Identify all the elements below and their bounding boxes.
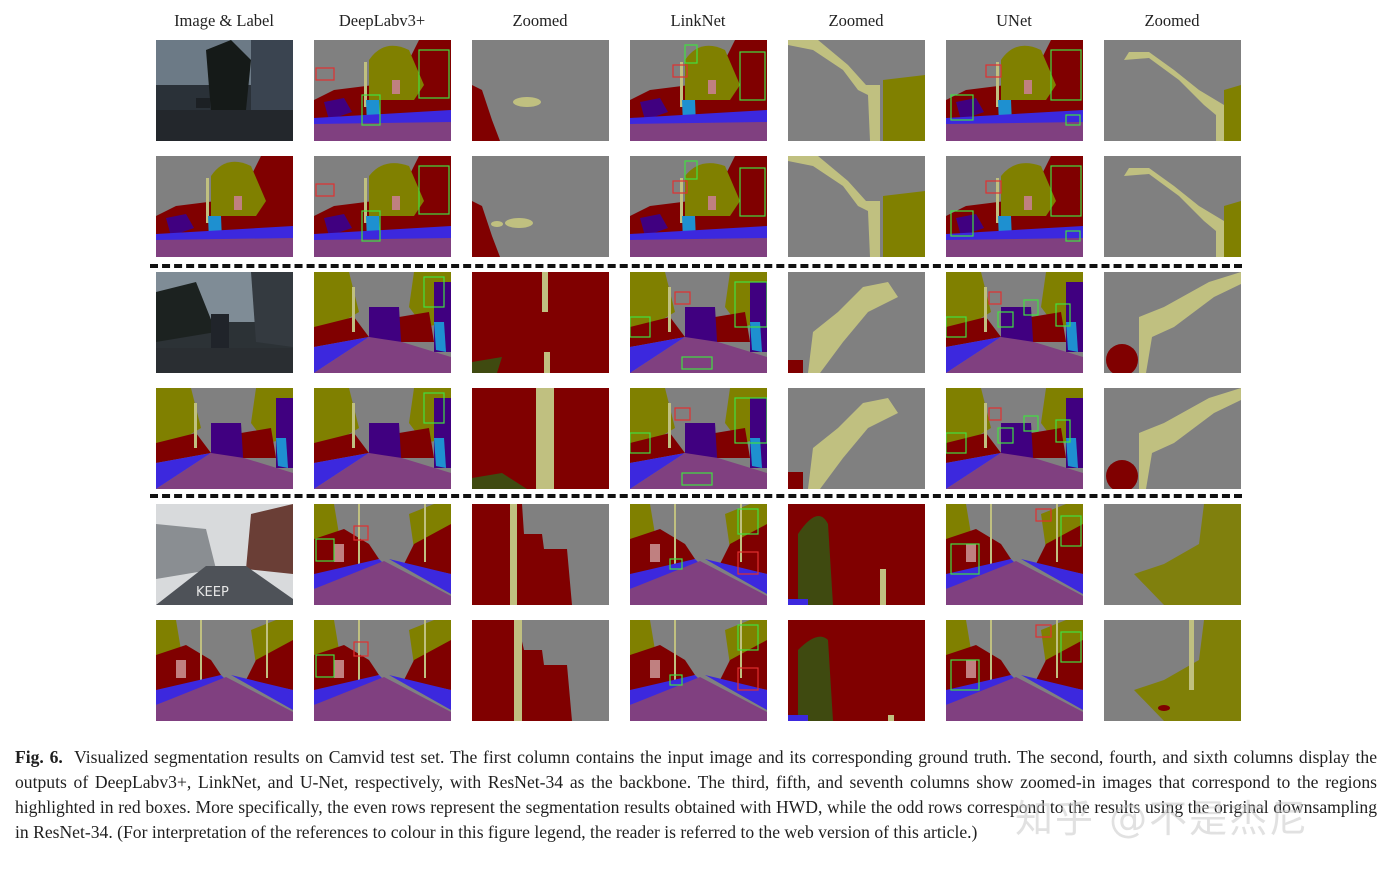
tile-row1-unet [946,40,1083,141]
segmentation-map [946,40,1083,141]
svg-text:KEEP: KEEP [196,585,229,600]
tile-row2-zoomed-deeplabv3 [472,156,609,257]
segmentation-map [946,272,1083,373]
tile-row5-zoomed-deeplabv3 [472,504,609,605]
tile-row5-image-label: KEEP [156,504,293,605]
tile-row3-deeplabv3 [314,272,451,373]
tile-row1-zoomed-unet [1104,40,1241,141]
tile-row4-image-label [156,388,293,489]
tile-row3-image-label [156,272,293,373]
segmentation-map [788,40,925,141]
segmentation-map [630,388,767,489]
tile-row3-zoomed-deeplabv3 [472,272,609,373]
column-header-image-label: Image & Label [174,11,274,30]
tile-row5-unet [946,504,1083,605]
tile-row5-deeplabv3 [314,504,451,605]
segmentation-map [314,40,451,141]
tile-row2-unet [946,156,1083,257]
tile-row6-zoomed-deeplabv3 [472,620,609,721]
tile-row2-zoomed-unet [1104,156,1241,257]
tile-row6-linknet [630,620,767,721]
segmentation-map [472,272,609,373]
tile-row5-zoomed-unet [1104,504,1241,605]
column-header-zoomed-1: Zoomed [512,11,568,30]
tile-row1-image-label [156,40,293,141]
caption-label: Fig. 6. [15,747,63,767]
tile-row1-zoomed-linknet [788,40,925,141]
figure-caption: Fig. 6. Visualized segmentation results … [15,745,1377,845]
tile-row4-linknet [630,388,767,489]
tile-row4-zoomed-unet [1104,388,1241,489]
segmentation-map [630,620,767,721]
tile-row2-image-label [156,156,293,257]
segmentation-map [1104,40,1241,141]
tile-row4-deeplabv3 [314,388,451,489]
segmentation-map [788,388,925,489]
segmentation-map [472,156,609,257]
tile-row6-unet [946,620,1083,721]
tile-row4-zoomed-linknet [788,388,925,489]
column-header-deeplabv3: DeepLabv3+ [338,11,426,30]
segmentation-map [630,272,767,373]
tile-row4-zoomed-deeplabv3 [472,388,609,489]
tile-row6-deeplabv3 [314,620,451,721]
segmentation-map [156,388,293,489]
tile-row6-zoomed-unet [1104,620,1241,721]
tile-row6-zoomed-linknet [788,620,925,721]
group-separator-2 [150,494,1242,498]
segmentation-map [946,388,1083,489]
tile-row2-zoomed-linknet [788,156,925,257]
tile-row1-linknet [630,40,767,141]
segmentation-map [788,620,925,721]
segmentation-map [946,504,1083,605]
segmentation-map [1104,504,1241,605]
tile-row3-zoomed-unet [1104,272,1241,373]
segmentation-map [472,40,609,141]
group-separator-1 [150,264,1242,268]
segmentation-map [314,156,451,257]
segmentation-map [314,388,451,489]
column-header-zoomed-3: Zoomed [1144,11,1200,30]
segmentation-map [630,40,767,141]
segmentation-map [946,156,1083,257]
input-photo [156,272,293,373]
input-photo [156,40,293,141]
segmentation-map [1104,272,1241,373]
segmentation-map [156,620,293,721]
segmentation-map [472,504,609,605]
tile-row5-zoomed-linknet [788,504,925,605]
segmentation-map [314,504,451,605]
segmentation-map [472,388,609,489]
segmentation-map [1104,156,1241,257]
segmentation-map [788,272,925,373]
segmentation-map [630,156,767,257]
segmentation-map [472,620,609,721]
segmentation-map [314,272,451,373]
column-header-zoomed-2: Zoomed [828,11,884,30]
segmentation-map [946,620,1083,721]
segmentation-map [630,504,767,605]
tile-row4-unet [946,388,1083,489]
tile-row2-deeplabv3 [314,156,451,257]
input-photo: KEEP [156,504,293,605]
tile-row2-linknet [630,156,767,257]
tile-row5-linknet [630,504,767,605]
segmentation-map [314,620,451,721]
tile-row6-image-label [156,620,293,721]
tile-row1-deeplabv3 [314,40,451,141]
caption-text: Visualized segmentation results on Camvi… [15,747,1377,842]
column-header-linknet: LinkNet [670,11,726,30]
segmentation-map [1104,620,1241,721]
tile-row3-zoomed-linknet [788,272,925,373]
column-header-unet: UNet [996,11,1032,30]
segmentation-map [156,156,293,257]
segmentation-map [788,156,925,257]
segmentation-map [788,504,925,605]
tile-row1-zoomed-deeplabv3 [472,40,609,141]
segmentation-map [1104,388,1241,489]
tile-row3-linknet [630,272,767,373]
tile-row3-unet [946,272,1083,373]
